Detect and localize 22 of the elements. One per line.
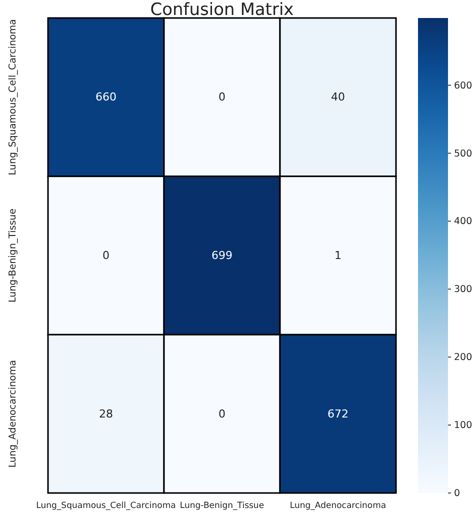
color-bar-label: 100 bbox=[454, 420, 472, 432]
y-tick-label: Lung_Squamous_Cell_Carcinoma bbox=[8, 19, 18, 176]
y-tick-label: Lung-Benign_Tissue bbox=[8, 208, 18, 303]
x-tick-label: Lung_Squamous_Cell_Carcinoma bbox=[36, 501, 176, 511]
data-label: 672 bbox=[328, 407, 348, 420]
data-label: 40 bbox=[331, 90, 345, 104]
x-tick-label: Lung-Benign_Tissue bbox=[180, 501, 264, 511]
data-label: 699 bbox=[212, 249, 232, 262]
chart-title: Confusion Matrix bbox=[150, 0, 294, 20]
x-tick-label: Lung_Adenocarcinoma bbox=[290, 501, 386, 511]
data-label: 0 bbox=[102, 249, 110, 262]
data-label: 0 bbox=[218, 90, 226, 104]
color-bar-label: 0 bbox=[454, 488, 460, 500]
color-bar-label: 500 bbox=[454, 148, 472, 160]
color-bar-label: 600 bbox=[454, 80, 472, 92]
data-label: 1 bbox=[334, 249, 342, 262]
color-bar-label: 200 bbox=[454, 352, 472, 364]
data-label: 28 bbox=[99, 407, 113, 420]
color-bar-label: 300 bbox=[454, 284, 472, 296]
data-label: 0 bbox=[218, 407, 226, 420]
color-bar-label: 400 bbox=[454, 216, 472, 228]
data-label: 660 bbox=[96, 90, 116, 104]
